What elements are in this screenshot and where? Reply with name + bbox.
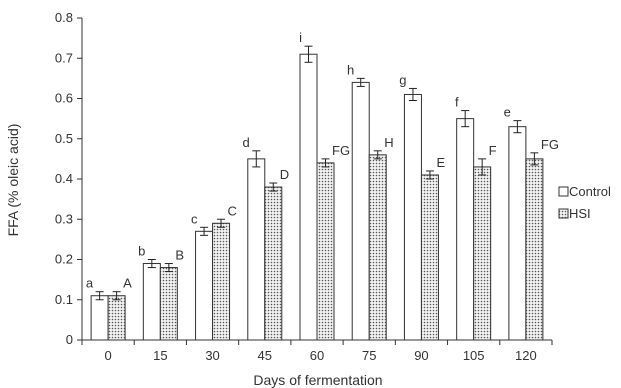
- y-tick-label: 0.2: [55, 252, 73, 267]
- significance-label: H: [384, 135, 393, 150]
- x-tick-label: 30: [205, 348, 219, 363]
- bar-hsi-90: [420, 174, 439, 341]
- bar-hsi-0: [107, 295, 126, 341]
- legend-label-hsi: HSI: [569, 206, 591, 221]
- y-axis-label: FFA (% oleic acid): [5, 124, 21, 237]
- bar-hsi-45: [264, 186, 283, 341]
- x-tick-label: 105: [463, 348, 485, 363]
- bar-hsi-15: [159, 267, 178, 341]
- y-tick-label: 0.4: [55, 171, 73, 186]
- significance-label: D: [280, 167, 289, 182]
- significance-label: C: [228, 203, 237, 218]
- bar-control-105: [456, 118, 475, 341]
- y-tick-label: 0: [66, 332, 73, 347]
- y-tick-label: 0.3: [55, 211, 73, 226]
- significance-label: F: [489, 143, 497, 158]
- x-tick-label: 90: [414, 348, 428, 363]
- significance-label: h: [347, 62, 354, 77]
- bar-hsi-105: [473, 166, 492, 341]
- significance-label: FG: [332, 143, 350, 158]
- y-tick-label: 0.6: [55, 91, 73, 106]
- bar-control-75: [351, 81, 370, 341]
- significance-label: b: [138, 244, 145, 259]
- significance-label: c: [191, 211, 198, 226]
- bar-hsi-120: [525, 158, 544, 341]
- significance-label: g: [399, 72, 406, 87]
- bar-hsi-75: [368, 154, 387, 341]
- x-axis: 0 15 30 45 60 75 90 105 120: [81, 339, 553, 363]
- y-axis: 0 0.1 0.2 0.3 0.4 0.5 0.6 0.7 0.8: [55, 10, 83, 347]
- significance-label: a: [86, 276, 94, 291]
- legend-swatch-control: [558, 186, 569, 197]
- bar-control-60: [299, 53, 318, 341]
- bar-control-15: [142, 263, 161, 341]
- significance-label: B: [175, 248, 184, 263]
- significance-label: f: [455, 95, 459, 110]
- bar-control-0: [90, 295, 109, 341]
- significance-label: FG: [541, 137, 559, 152]
- legend-swatch-hsi: [558, 208, 569, 219]
- bar-control-90: [403, 93, 422, 341]
- y-tick-label: 0.1: [55, 292, 73, 307]
- x-tick-label: 0: [104, 348, 111, 363]
- x-tick-label: 45: [258, 348, 272, 363]
- y-tick-label: 0.7: [55, 50, 73, 65]
- significance-label: A: [123, 276, 132, 291]
- bars: a b c d i h g f e A B C D FG H E F FG: [86, 30, 559, 341]
- legend: Control HSI: [558, 184, 611, 221]
- y-tick-label: 0.5: [55, 131, 73, 146]
- x-tick-label: 120: [515, 348, 537, 363]
- significance-label: E: [436, 155, 445, 170]
- bar-hsi-30: [212, 222, 231, 341]
- significance-label: d: [243, 135, 250, 150]
- legend-label-control: Control: [569, 184, 611, 199]
- bar-hsi-60: [316, 162, 335, 341]
- x-tick-label: 75: [362, 348, 376, 363]
- x-tick-label: 60: [310, 348, 324, 363]
- significance-label: e: [504, 105, 511, 120]
- x-axis-label: Days of fermentation: [253, 372, 382, 388]
- significance-label: i: [299, 30, 302, 45]
- bar-control-30: [195, 230, 214, 341]
- bar-control-120: [508, 126, 527, 341]
- y-tick-label: 0.8: [55, 10, 73, 25]
- x-tick-label: 15: [153, 348, 167, 363]
- bar-control-45: [247, 158, 266, 341]
